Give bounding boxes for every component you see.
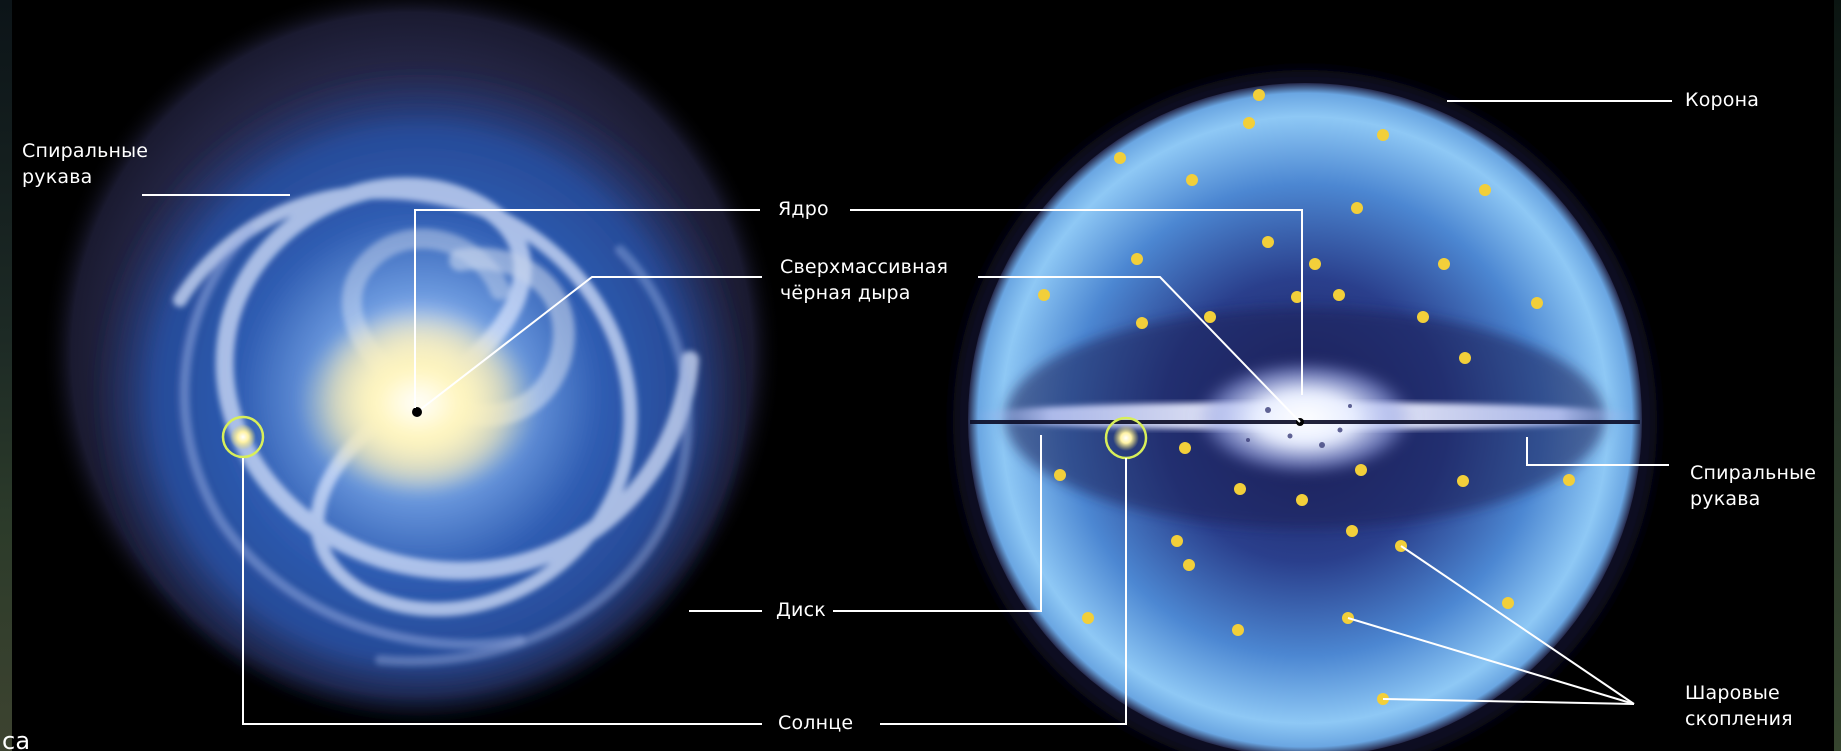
- leader-disk-right: [833, 435, 1042, 612]
- leader-spiral-arms-right: [1526, 437, 1669, 466]
- globular-clusters: [1038, 89, 1575, 705]
- left-edge-photo-strip: [0, 0, 12, 751]
- label-spiral-arms-left: Спиральные рукава: [22, 140, 149, 188]
- leader-gc-2: [1347, 617, 1635, 705]
- sun-glow-left: [230, 424, 256, 450]
- sun-ring-left: [221, 415, 265, 459]
- leader-black-hole-left: [420, 276, 762, 410]
- right-edge-photo-strip: [1834, 0, 1841, 751]
- leader-sun-left: [242, 458, 762, 725]
- sun-glow-right: [1113, 425, 1139, 451]
- corner-text: са: [2, 727, 31, 751]
- bulge-dust-specks: [1246, 404, 1352, 448]
- leader-gc-3: [1382, 698, 1635, 705]
- leader-black-hole-right: [978, 276, 1301, 423]
- leader-gc-1: [1400, 545, 1635, 705]
- label-corona: Корона: [1685, 89, 1760, 111]
- core-center-dot: [412, 407, 422, 417]
- galactic-core-glow-left: [298, 308, 538, 498]
- leader-core-left: [414, 209, 760, 408]
- edge-on-galaxy: [953, 70, 1657, 751]
- label-globular-clusters: Шаровые скопления: [1685, 682, 1793, 730]
- leader-core-right: [850, 209, 1303, 395]
- leader-lines: [142, 100, 1672, 725]
- leader-sun-right: [880, 458, 1127, 725]
- label-spiral-arms-right: Спиральные рукава: [1690, 462, 1817, 510]
- galactic-bulge: [1195, 360, 1415, 476]
- label-black-hole: Сверхмассивная чёрная дыра: [780, 256, 949, 304]
- label-core: Ядро: [778, 198, 829, 220]
- label-disk: Диск: [776, 599, 826, 621]
- label-sun: Солнце: [778, 712, 854, 734]
- face-on-galaxy: [42, 0, 782, 725]
